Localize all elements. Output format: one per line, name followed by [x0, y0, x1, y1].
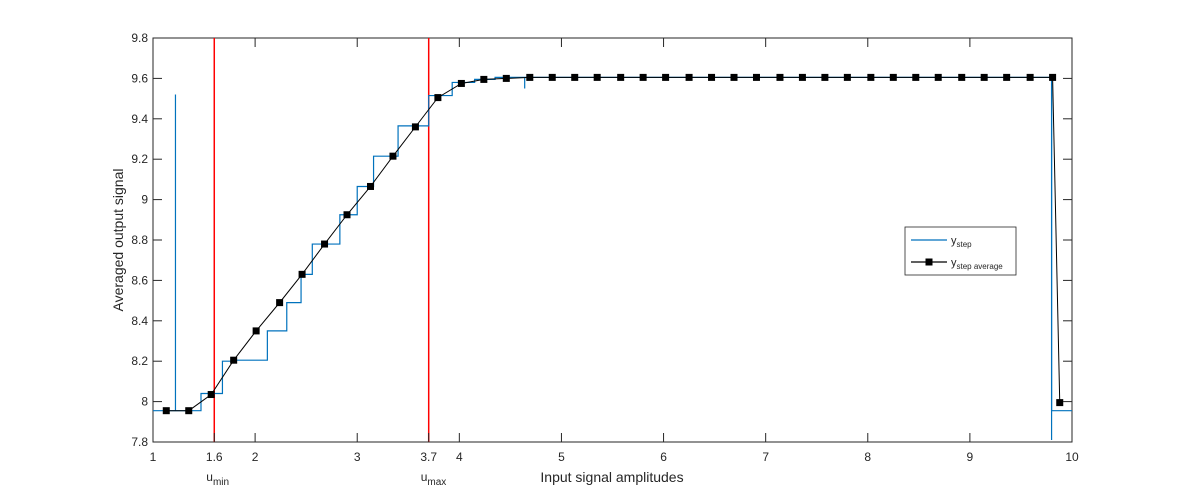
series-average-point — [480, 75, 488, 83]
y-tick-label: 9.8 — [131, 31, 148, 45]
marker-tick-label: 1.6 — [206, 450, 223, 464]
x-tick-label: 3 — [354, 450, 361, 464]
series-average-point — [912, 73, 920, 81]
series-average-point — [185, 407, 193, 415]
series-average-point — [252, 327, 260, 335]
series-average-point — [889, 73, 897, 81]
series-average-point — [752, 73, 760, 81]
series-average-point — [366, 182, 374, 190]
x-axis-title: Input signal amplitudes — [540, 469, 683, 485]
x-tick-label: 2 — [252, 450, 259, 464]
y-tick-label: 7.8 — [131, 435, 148, 449]
marker-label-max: umax — [421, 470, 447, 488]
series-average-point — [1026, 73, 1034, 81]
series-average-point — [298, 270, 306, 278]
series-average-point — [321, 240, 329, 248]
y-tick-label: 8 — [141, 395, 148, 409]
series-average-point — [798, 73, 806, 81]
legend-label: ystep average — [951, 257, 1003, 271]
legend-box — [904, 226, 1017, 276]
series-average-point — [685, 73, 693, 81]
series-average-point — [1049, 73, 1057, 81]
y-tick-label: 8.6 — [131, 273, 148, 287]
legend[interactable]: ystep ystep average — [904, 226, 1017, 276]
series-average-point — [230, 356, 238, 364]
y-tick-label: 9.4 — [131, 112, 148, 126]
series-average-point — [502, 74, 510, 82]
y-tick-label: 9.2 — [131, 152, 148, 166]
series-average-point — [1003, 73, 1011, 81]
series-average-point — [434, 94, 442, 102]
x-tick-label: 1 — [150, 450, 157, 464]
series-average-point — [617, 73, 625, 81]
y-axis: 7.8 8 8.2 8.4 8.6 8.8 9 9.2 9.4 9.6 9.8 — [131, 31, 1072, 449]
series-average-point — [776, 73, 784, 81]
x-tick-label: 4 — [456, 450, 463, 464]
x-tick-label: 6 — [660, 450, 667, 464]
series-average-point — [571, 73, 579, 81]
y-tick-label: 9.6 — [131, 71, 148, 85]
series-average-point — [1056, 399, 1064, 407]
marker-label-min: umin — [206, 470, 229, 488]
legend-label: ystep — [951, 235, 972, 249]
legend-marker — [925, 258, 933, 266]
series-average-point — [867, 73, 875, 81]
x-tick-label: 7 — [762, 450, 769, 464]
series-average-point — [934, 73, 942, 81]
series-average-point — [389, 152, 397, 160]
series-average-point — [548, 73, 556, 81]
series-average-point — [708, 73, 716, 81]
series-average-point — [593, 73, 601, 81]
marker-tick-label: 3.7 — [420, 450, 437, 464]
series-average-point — [526, 73, 534, 81]
series-average-point — [730, 73, 738, 81]
y-tick-label: 8.2 — [131, 354, 148, 368]
y-axis-title: Averaged output signal — [110, 169, 126, 312]
y-tick-label: 9 — [141, 193, 148, 207]
x-tick-label: 5 — [558, 450, 565, 464]
series-average-point — [207, 391, 215, 399]
series-average-point — [343, 211, 351, 219]
series-average-point — [958, 73, 966, 81]
series-average-point — [639, 73, 647, 81]
series-average-point — [662, 73, 670, 81]
y-tick-label: 8.4 — [131, 314, 148, 328]
x-tick-label: 10 — [1065, 450, 1079, 464]
series-average-point — [843, 73, 851, 81]
series-average-point — [276, 299, 284, 307]
x-axis: 1 2 3 4 5 6 7 8 9 10 1.6 umin 3.7 umax — [150, 38, 1079, 488]
x-tick-label: 9 — [967, 450, 974, 464]
series-average-point — [457, 79, 465, 87]
series-average-point — [980, 73, 988, 81]
series-average-point — [411, 123, 419, 131]
y-tick-label: 8.8 — [131, 233, 148, 247]
series-average-point — [162, 407, 170, 415]
x-tick-label: 8 — [864, 450, 871, 464]
series-average-point — [821, 73, 829, 81]
